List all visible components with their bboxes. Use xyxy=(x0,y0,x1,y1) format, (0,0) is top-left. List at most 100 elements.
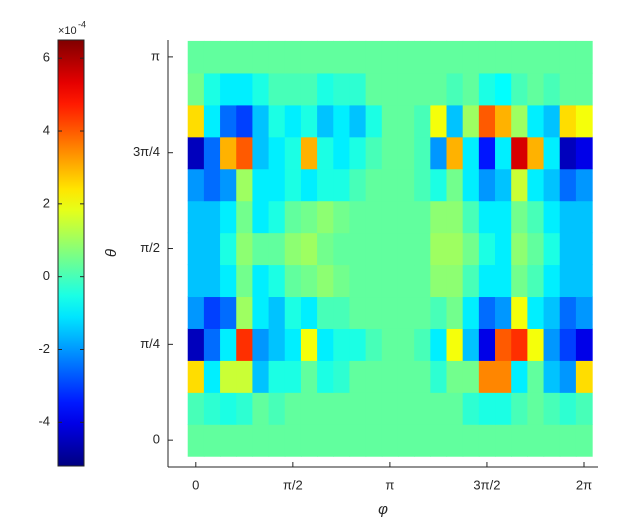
heatmap-cell xyxy=(446,264,464,298)
heatmap-cell xyxy=(414,392,431,425)
heatmap-cell xyxy=(300,104,318,138)
heatmap-cell xyxy=(300,136,318,170)
heatmap-cell xyxy=(478,200,496,234)
heatmap-cell xyxy=(252,232,270,266)
heatmap-cell xyxy=(284,360,302,393)
heatmap-cell xyxy=(236,296,254,329)
heatmap-cell xyxy=(349,264,367,298)
heatmap-cell xyxy=(462,72,480,106)
heatmap-cell xyxy=(333,328,351,361)
heatmap-cell xyxy=(430,40,448,74)
heatmap-cell xyxy=(187,296,205,329)
heatmap-cell xyxy=(203,168,221,202)
heatmap-cell xyxy=(349,232,367,266)
heatmap-cell xyxy=(527,232,545,266)
heatmap-cell xyxy=(430,232,448,266)
heatmap-cell xyxy=(236,392,254,425)
heatmap-cell xyxy=(543,328,561,361)
heatmap-cell xyxy=(252,40,270,74)
heatmap-cell xyxy=(495,392,512,425)
heatmap-cell xyxy=(462,264,480,298)
heatmap-cell xyxy=(543,232,561,266)
heatmap-cell xyxy=(268,40,286,74)
heatmap-cell xyxy=(543,200,561,234)
heatmap-cell xyxy=(284,200,302,234)
heatmap-cell xyxy=(236,424,254,457)
heatmap-cell xyxy=(349,104,367,138)
heatmap-cell xyxy=(478,296,496,329)
heatmap-cell xyxy=(317,328,334,361)
heatmap-cell xyxy=(300,200,318,234)
heatmap-cell xyxy=(252,296,270,329)
heatmap-cell xyxy=(333,168,351,202)
heatmap-cell xyxy=(187,392,205,425)
heatmap-cell xyxy=(220,328,237,361)
heatmap-cell xyxy=(349,424,367,457)
heatmap-cell xyxy=(559,392,577,425)
heatmap-cell xyxy=(252,264,270,298)
heatmap-cell xyxy=(317,264,334,298)
heatmap-cell xyxy=(430,328,448,361)
heatmap-cell xyxy=(495,360,512,393)
heatmap-cell xyxy=(187,40,205,74)
heatmap-cell xyxy=(575,296,593,329)
heatmap-cell xyxy=(284,40,302,74)
heatmap-cell xyxy=(381,136,399,170)
heatmap-cell xyxy=(381,72,399,106)
heatmap-cell xyxy=(381,104,399,138)
heatmap-cell xyxy=(187,264,205,298)
heatmap-cell xyxy=(446,424,464,457)
heatmap-cell xyxy=(430,296,448,329)
heatmap-cell xyxy=(511,424,528,457)
heatmap-cell xyxy=(430,424,448,457)
heatmap-cell xyxy=(333,104,351,138)
heatmap-cell xyxy=(300,360,318,393)
heatmap-cell xyxy=(284,232,302,266)
heatmap-cell xyxy=(478,232,496,266)
heatmap-cell xyxy=(317,232,334,266)
heatmap-cell xyxy=(187,72,205,106)
heatmap-cell xyxy=(575,72,593,106)
colorbar-tick-label: 6 xyxy=(43,50,50,65)
heatmap-cell xyxy=(220,136,237,170)
heatmap-cell xyxy=(527,264,545,298)
heatmap-cell xyxy=(333,72,351,106)
heatmap-cell xyxy=(236,264,254,298)
heatmap-cell xyxy=(462,296,480,329)
heatmap-cell xyxy=(478,72,496,106)
heatmap-cell xyxy=(333,296,351,329)
colorbar xyxy=(57,39,85,467)
heatmap-cell xyxy=(543,136,561,170)
colorbar-tick-label: -2 xyxy=(38,341,50,356)
heatmap-cell xyxy=(462,104,480,138)
heatmap-cell xyxy=(430,168,448,202)
heatmap-cell xyxy=(317,424,334,457)
heatmap-cell xyxy=(365,40,383,74)
heatmap-cell xyxy=(495,328,512,361)
heatmap-cell xyxy=(478,104,496,138)
heatmap-cell xyxy=(187,136,205,170)
heatmap-cell xyxy=(527,424,545,457)
heatmap-cell xyxy=(317,392,334,425)
heatmap-cell xyxy=(300,40,318,74)
heatmap-cell xyxy=(430,72,448,106)
colorbar-exponent: -4 xyxy=(78,19,86,29)
heatmap-cell xyxy=(511,328,528,361)
heatmap-cell xyxy=(414,104,431,138)
heatmap-cell xyxy=(397,40,415,74)
heatmap-cell xyxy=(414,168,431,202)
heatmap-cell xyxy=(365,104,383,138)
heatmap-cell xyxy=(397,168,415,202)
heatmap-cell xyxy=(365,136,383,170)
heatmap-cell xyxy=(381,168,399,202)
heatmap-cell xyxy=(317,40,334,74)
heatmap-cell xyxy=(478,264,496,298)
x-tick-label: π xyxy=(385,477,394,492)
heatmap-cell xyxy=(317,72,334,106)
heatmap-cell xyxy=(203,328,221,361)
heatmap-cell xyxy=(187,168,205,202)
heatmap-cell xyxy=(333,360,351,393)
x-tick-label: 2π xyxy=(576,477,592,492)
heatmap-cell xyxy=(268,328,286,361)
